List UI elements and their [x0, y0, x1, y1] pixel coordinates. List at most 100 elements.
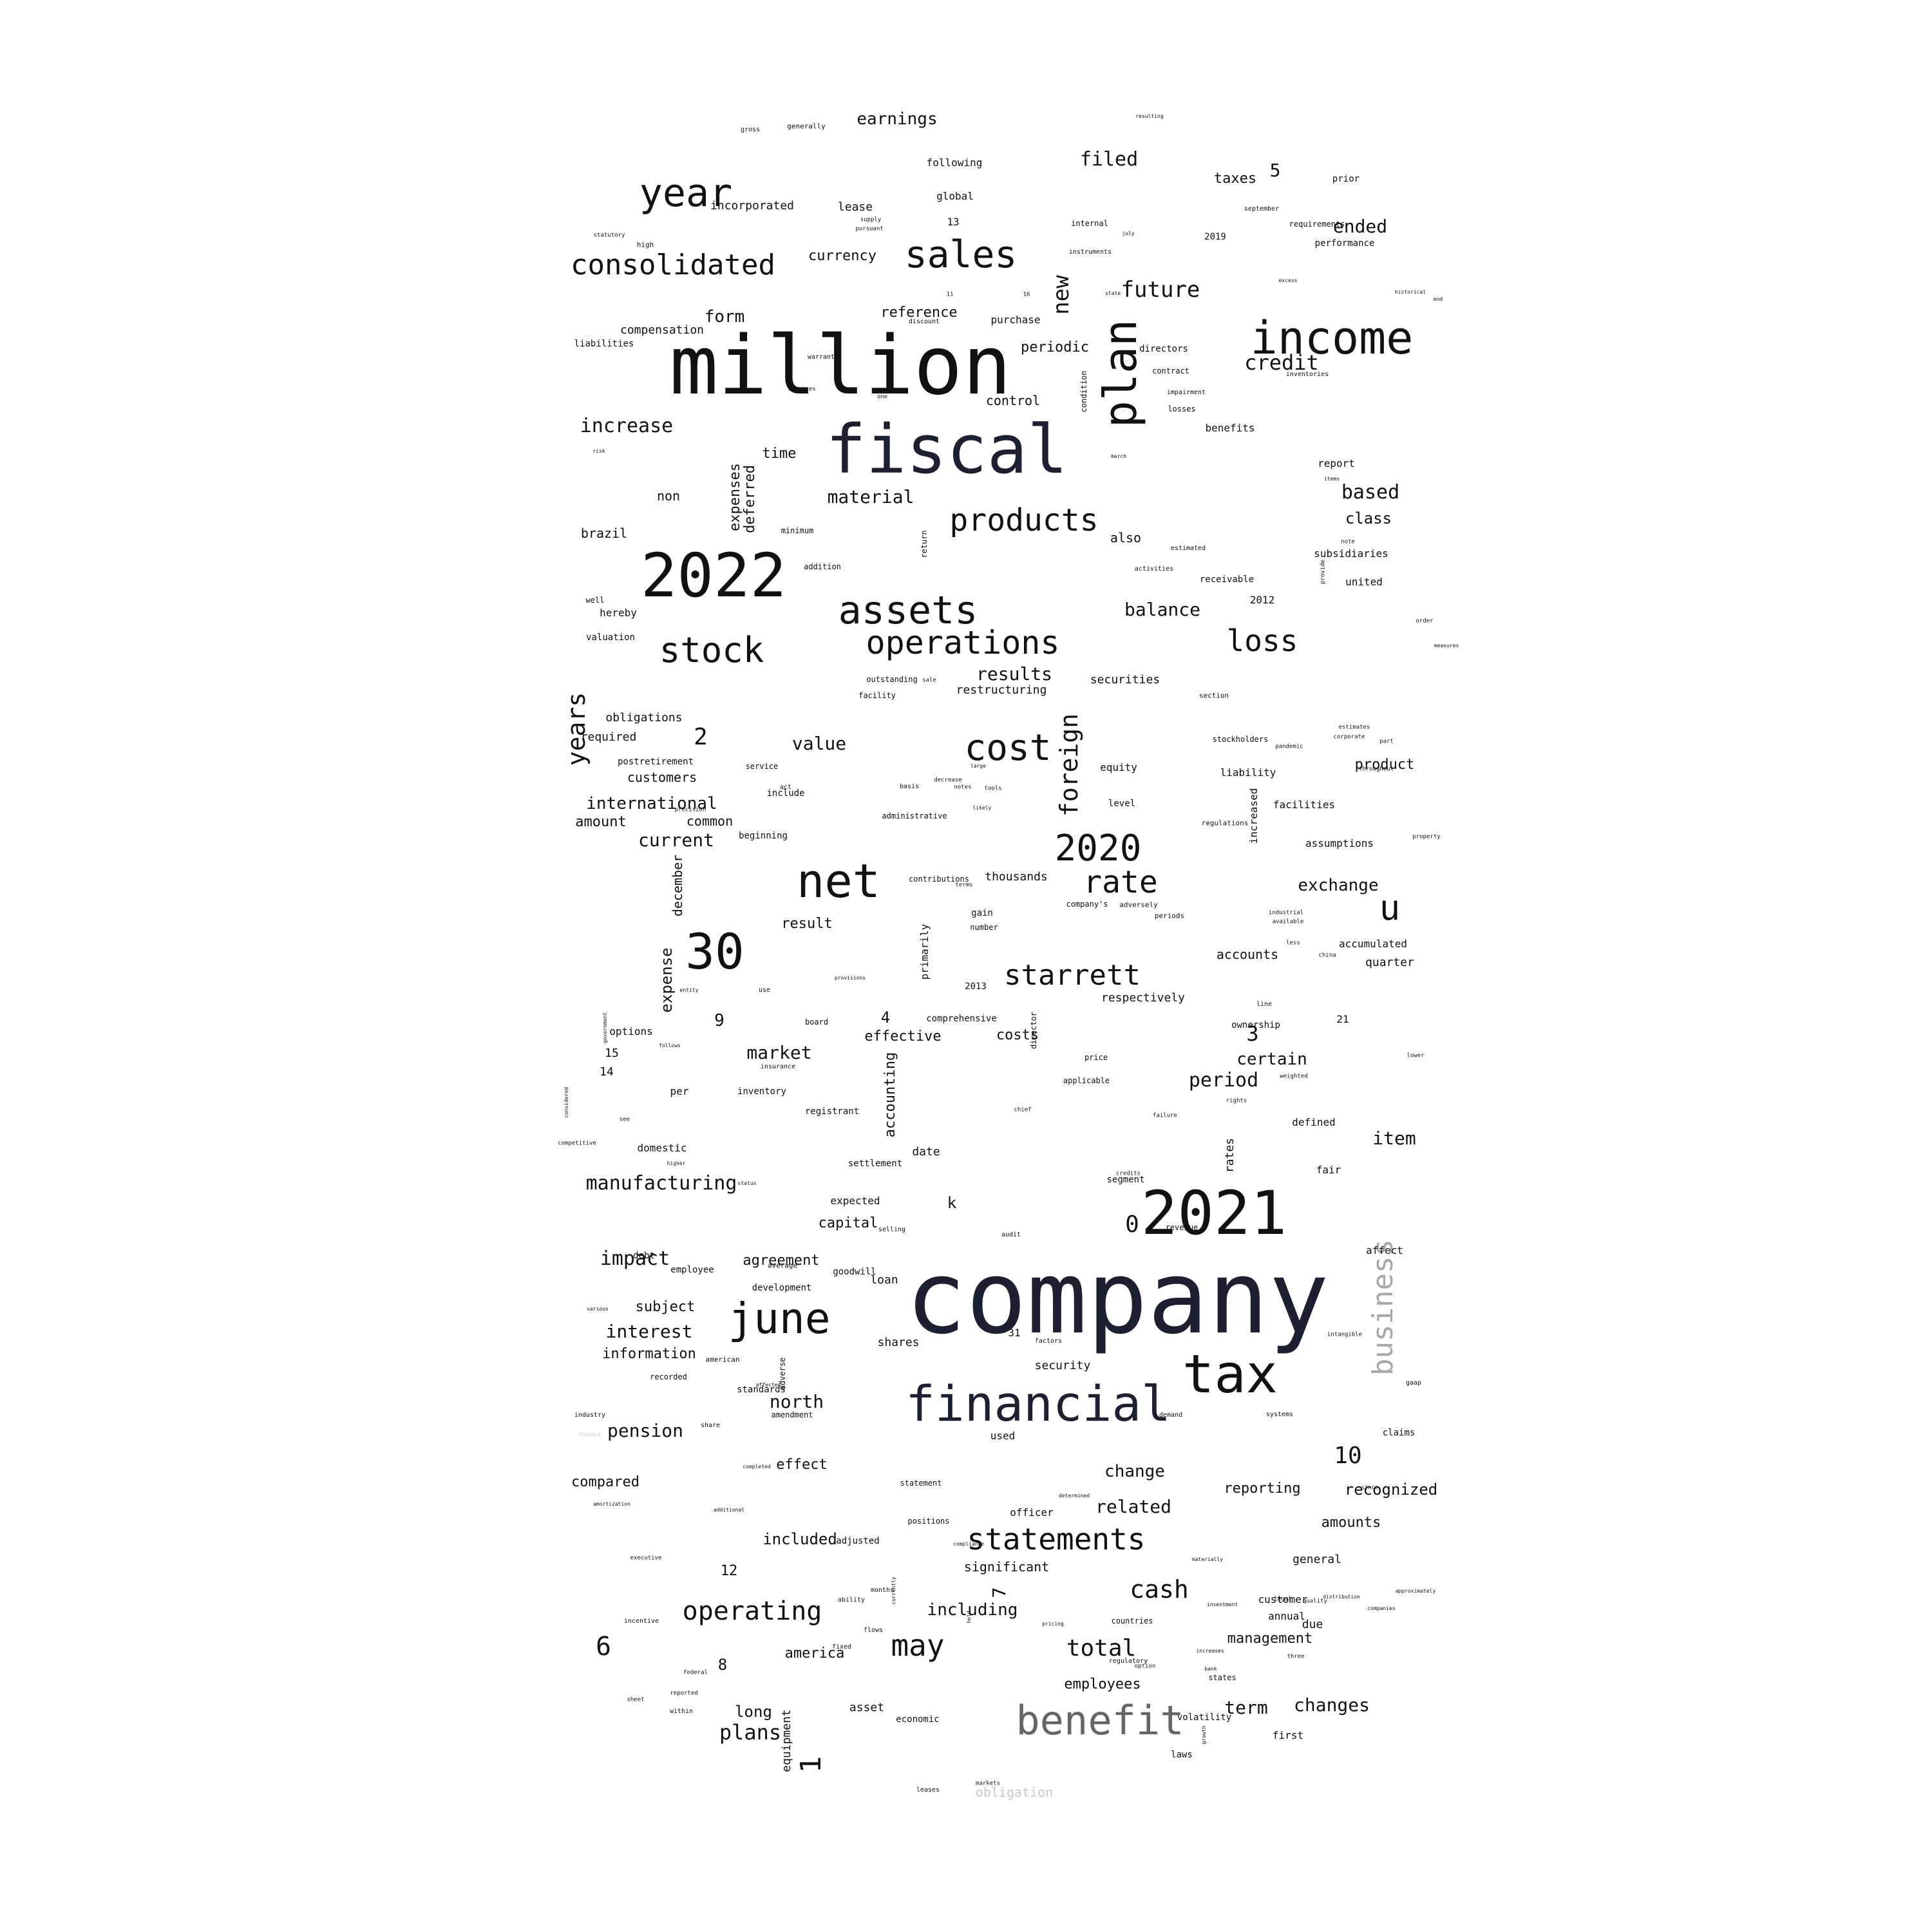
cloud-word: credits [1116, 1170, 1141, 1177]
cloud-word: 2022 [640, 541, 787, 611]
cloud-word: incentive [623, 1618, 659, 1625]
cloud-word: discount [908, 318, 940, 325]
cloud-word: revenue [1165, 1223, 1198, 1232]
cloud-word: factors [1034, 1338, 1063, 1345]
cloud-word: results [976, 663, 1053, 685]
cloud-word: per [670, 1085, 689, 1097]
cloud-word: 7 [989, 1587, 1010, 1598]
cloud-word: activities [1134, 565, 1174, 573]
cloud-word: report [1318, 457, 1355, 469]
cloud-word: accounts [1216, 947, 1279, 962]
cloud-word: risk [592, 448, 605, 454]
cloud-word: change [1104, 1462, 1165, 1481]
cloud-word: significant [963, 1559, 1050, 1575]
cloud-word: required [580, 730, 637, 744]
cloud-word: demand [1159, 1412, 1183, 1419]
cloud-word: estimated [1170, 545, 1206, 552]
cloud-word: 2019 [1204, 232, 1226, 242]
cloud-word: common [686, 813, 734, 829]
cloud-word: resulting [1135, 113, 1164, 119]
cloud-word: year [639, 171, 733, 216]
cloud-word: likely [972, 805, 992, 811]
cloud-word: accounting [882, 1052, 898, 1138]
cloud-word: 2021 [1141, 1179, 1287, 1249]
cloud-word: including [927, 1600, 1018, 1620]
cloud-word: 6 [595, 1632, 612, 1662]
cloud-word: follows [659, 1043, 681, 1048]
cloud-word: brazil [580, 526, 628, 541]
cloud-word: stock [659, 630, 764, 670]
cloud-word: adversely [1119, 900, 1158, 909]
cloud-word: applicable [1063, 1076, 1110, 1085]
cloud-word: comprehensive [926, 1014, 997, 1024]
cloud-word: standards [737, 1385, 786, 1395]
cloud-word: compensation [620, 323, 705, 337]
cloud-word: historical [1394, 289, 1426, 295]
cloud-word: chief [1014, 1106, 1032, 1113]
cloud-word: services [788, 386, 816, 393]
cloud-word: effective [864, 1028, 942, 1045]
cloud-word: employees [1064, 1676, 1141, 1692]
cloud-word: 16 [1023, 291, 1030, 298]
cloud-word: order [1416, 618, 1434, 625]
cloud-word: gross [740, 126, 761, 133]
cloud-word: new [1048, 275, 1074, 315]
cloud-word: k [947, 1194, 957, 1212]
cloud-word: expense [658, 947, 676, 1013]
cloud-word: 5 [1269, 160, 1281, 181]
cloud-word: march [1110, 453, 1127, 459]
cloud-word: incorporated [710, 199, 795, 213]
cloud-word: subsidiaries [1314, 547, 1388, 560]
cloud-word: costs [996, 1027, 1039, 1043]
cloud-word: fiscal [826, 410, 1068, 489]
cloud-word: business [1367, 1239, 1399, 1376]
cloud-word: deferred [742, 465, 758, 533]
cloud-word: competitive [558, 1140, 596, 1147]
cloud-word: 8 [717, 1656, 728, 1674]
cloud-word: amortization [593, 1501, 630, 1507]
cloud-word: recorded [650, 1372, 687, 1381]
cloud-word: approximately [1395, 1588, 1436, 1594]
cloud-word: first [1272, 1729, 1304, 1741]
cloud-word: entity [679, 987, 699, 993]
cloud-word: end [1433, 296, 1443, 302]
cloud-word: due [1302, 1618, 1323, 1631]
cloud-word: item [1372, 1128, 1416, 1149]
cloud-word: property [1412, 833, 1441, 840]
cloud-word: three [1287, 1653, 1305, 1660]
cloud-word: expenses [727, 463, 743, 531]
cloud-word: audit [1001, 1231, 1021, 1238]
cloud-word: well [585, 596, 605, 605]
cloud-word: directors [1139, 344, 1188, 354]
cloud-word: sale [922, 677, 936, 684]
cloud-word: foreign [1055, 713, 1083, 817]
cloud-word: employee [670, 1265, 714, 1275]
cloud-word: impact [600, 1247, 670, 1270]
cloud-word: ownership [1231, 1020, 1280, 1030]
cloud-word: quarter [1365, 956, 1414, 969]
cloud-word: 11 [946, 291, 954, 298]
cloud-word: hereby [600, 607, 637, 619]
cloud-word: included [762, 1530, 837, 1548]
cloud-word: 30 [685, 923, 744, 980]
cloud-word: terms [955, 882, 973, 889]
cloud-word: state [1104, 290, 1121, 296]
cloud-word: sheet [627, 1696, 645, 1703]
cloud-word: gain [971, 908, 993, 918]
cloud-word: 12 [720, 1563, 738, 1579]
cloud-word: development [752, 1283, 812, 1293]
cloud-word: domestic [637, 1142, 687, 1154]
cloud-word: reporting [1224, 1481, 1301, 1497]
cloud-word: increase [580, 415, 674, 437]
cloud-word: benefits [1205, 422, 1255, 434]
cloud-word: segment [1106, 1175, 1145, 1185]
cloud-word: securities [1090, 673, 1160, 687]
cloud-word: current [638, 829, 715, 851]
cloud-word: purchase [990, 314, 1041, 326]
cloud-word: products [949, 502, 1099, 538]
cloud-word: section [1198, 691, 1229, 700]
cloud-word: non [656, 488, 681, 504]
cloud-word: related [1095, 1496, 1172, 1517]
cloud-word: annual [1268, 1610, 1305, 1622]
cloud-word: economic [896, 1714, 940, 1725]
